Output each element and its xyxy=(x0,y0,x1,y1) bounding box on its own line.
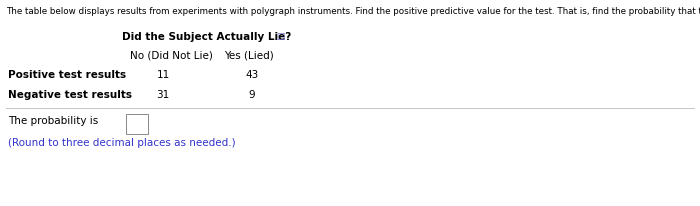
Text: (Round to three decimal places as needed.): (Round to three decimal places as needed… xyxy=(8,138,236,148)
Text: The table below displays results from experiments with polygraph instruments. Fi: The table below displays results from ex… xyxy=(6,7,700,16)
Text: 31: 31 xyxy=(157,90,169,100)
Text: □: □ xyxy=(276,32,285,41)
FancyBboxPatch shape xyxy=(126,114,148,134)
Text: 43: 43 xyxy=(246,70,258,80)
Text: Did the Subject Actually Lie?: Did the Subject Actually Lie? xyxy=(122,32,292,42)
Text: 11: 11 xyxy=(157,70,169,80)
Text: Positive test results: Positive test results xyxy=(8,70,127,80)
Text: 9: 9 xyxy=(248,90,256,100)
Text: The probability is: The probability is xyxy=(8,116,99,126)
Text: Negative test results: Negative test results xyxy=(8,90,132,100)
Text: Yes (Lied): Yes (Lied) xyxy=(224,50,274,61)
Text: No (Did Not Lie): No (Did Not Lie) xyxy=(130,50,212,61)
